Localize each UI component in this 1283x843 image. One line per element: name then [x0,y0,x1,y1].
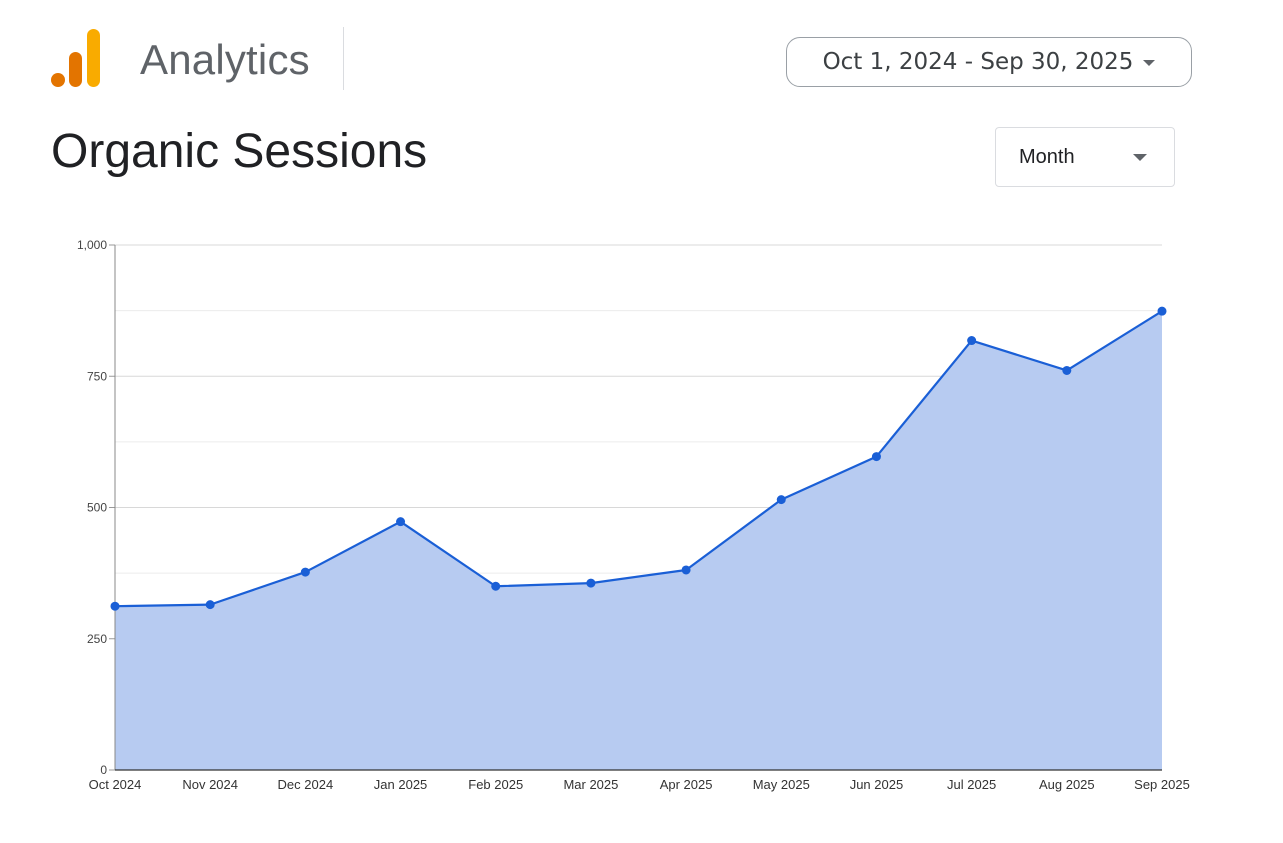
y-tick-label: 750 [87,369,107,383]
series-line [114,310,1163,608]
granularity-label: Month [1019,146,1075,168]
x-tick-label: Aug 2025 [1039,777,1095,792]
x-tick-label: Jul 2025 [947,777,996,792]
series-area [115,311,1162,770]
x-tick-label: Dec 2024 [278,777,334,792]
data-point [1062,365,1072,375]
header: Analytics Oct 1, 2024 - Sep 30, 2025 [0,0,1283,110]
y-tick-label: 500 [87,501,107,515]
chevron-down-icon [1143,60,1156,66]
data-point [681,565,691,575]
data-point [300,567,310,577]
x-tick-label: Nov 2024 [182,777,238,792]
data-point [871,452,881,462]
x-tick-label: Jun 2025 [850,777,904,792]
y-tick-label: 1,000 [77,238,107,252]
data-point [205,600,215,610]
data-point [110,601,120,611]
date-range-picker[interactable]: Oct 1, 2024 - Sep 30, 2025 [786,37,1192,87]
data-point [1157,306,1167,316]
y-tick-label: 0 [100,763,107,777]
x-tick-label: Apr 2025 [660,777,713,792]
brand-name: Analytics [140,36,310,83]
x-tick-label: Sep 2025 [1134,777,1190,792]
data-point [396,517,406,527]
data-point [491,581,501,591]
chevron-down-icon [1133,154,1147,161]
date-range-label: Oct 1, 2024 - Sep 30, 2025 [822,49,1134,75]
data-point [967,336,977,346]
x-tick-label: Mar 2025 [563,777,618,792]
x-tick-label: Jan 2025 [374,777,428,792]
data-point [586,578,596,588]
analytics-logo-icon [51,29,100,87]
data-point [776,495,786,505]
x-tick-label: Feb 2025 [468,777,523,792]
page-title: Organic Sessions [51,125,428,178]
granularity-select[interactable]: Month [995,127,1175,187]
x-tick-label: May 2025 [753,777,810,792]
header-divider [343,27,344,90]
y-tick-label: 250 [87,632,107,646]
x-tick-label: Oct 2024 [89,777,142,792]
